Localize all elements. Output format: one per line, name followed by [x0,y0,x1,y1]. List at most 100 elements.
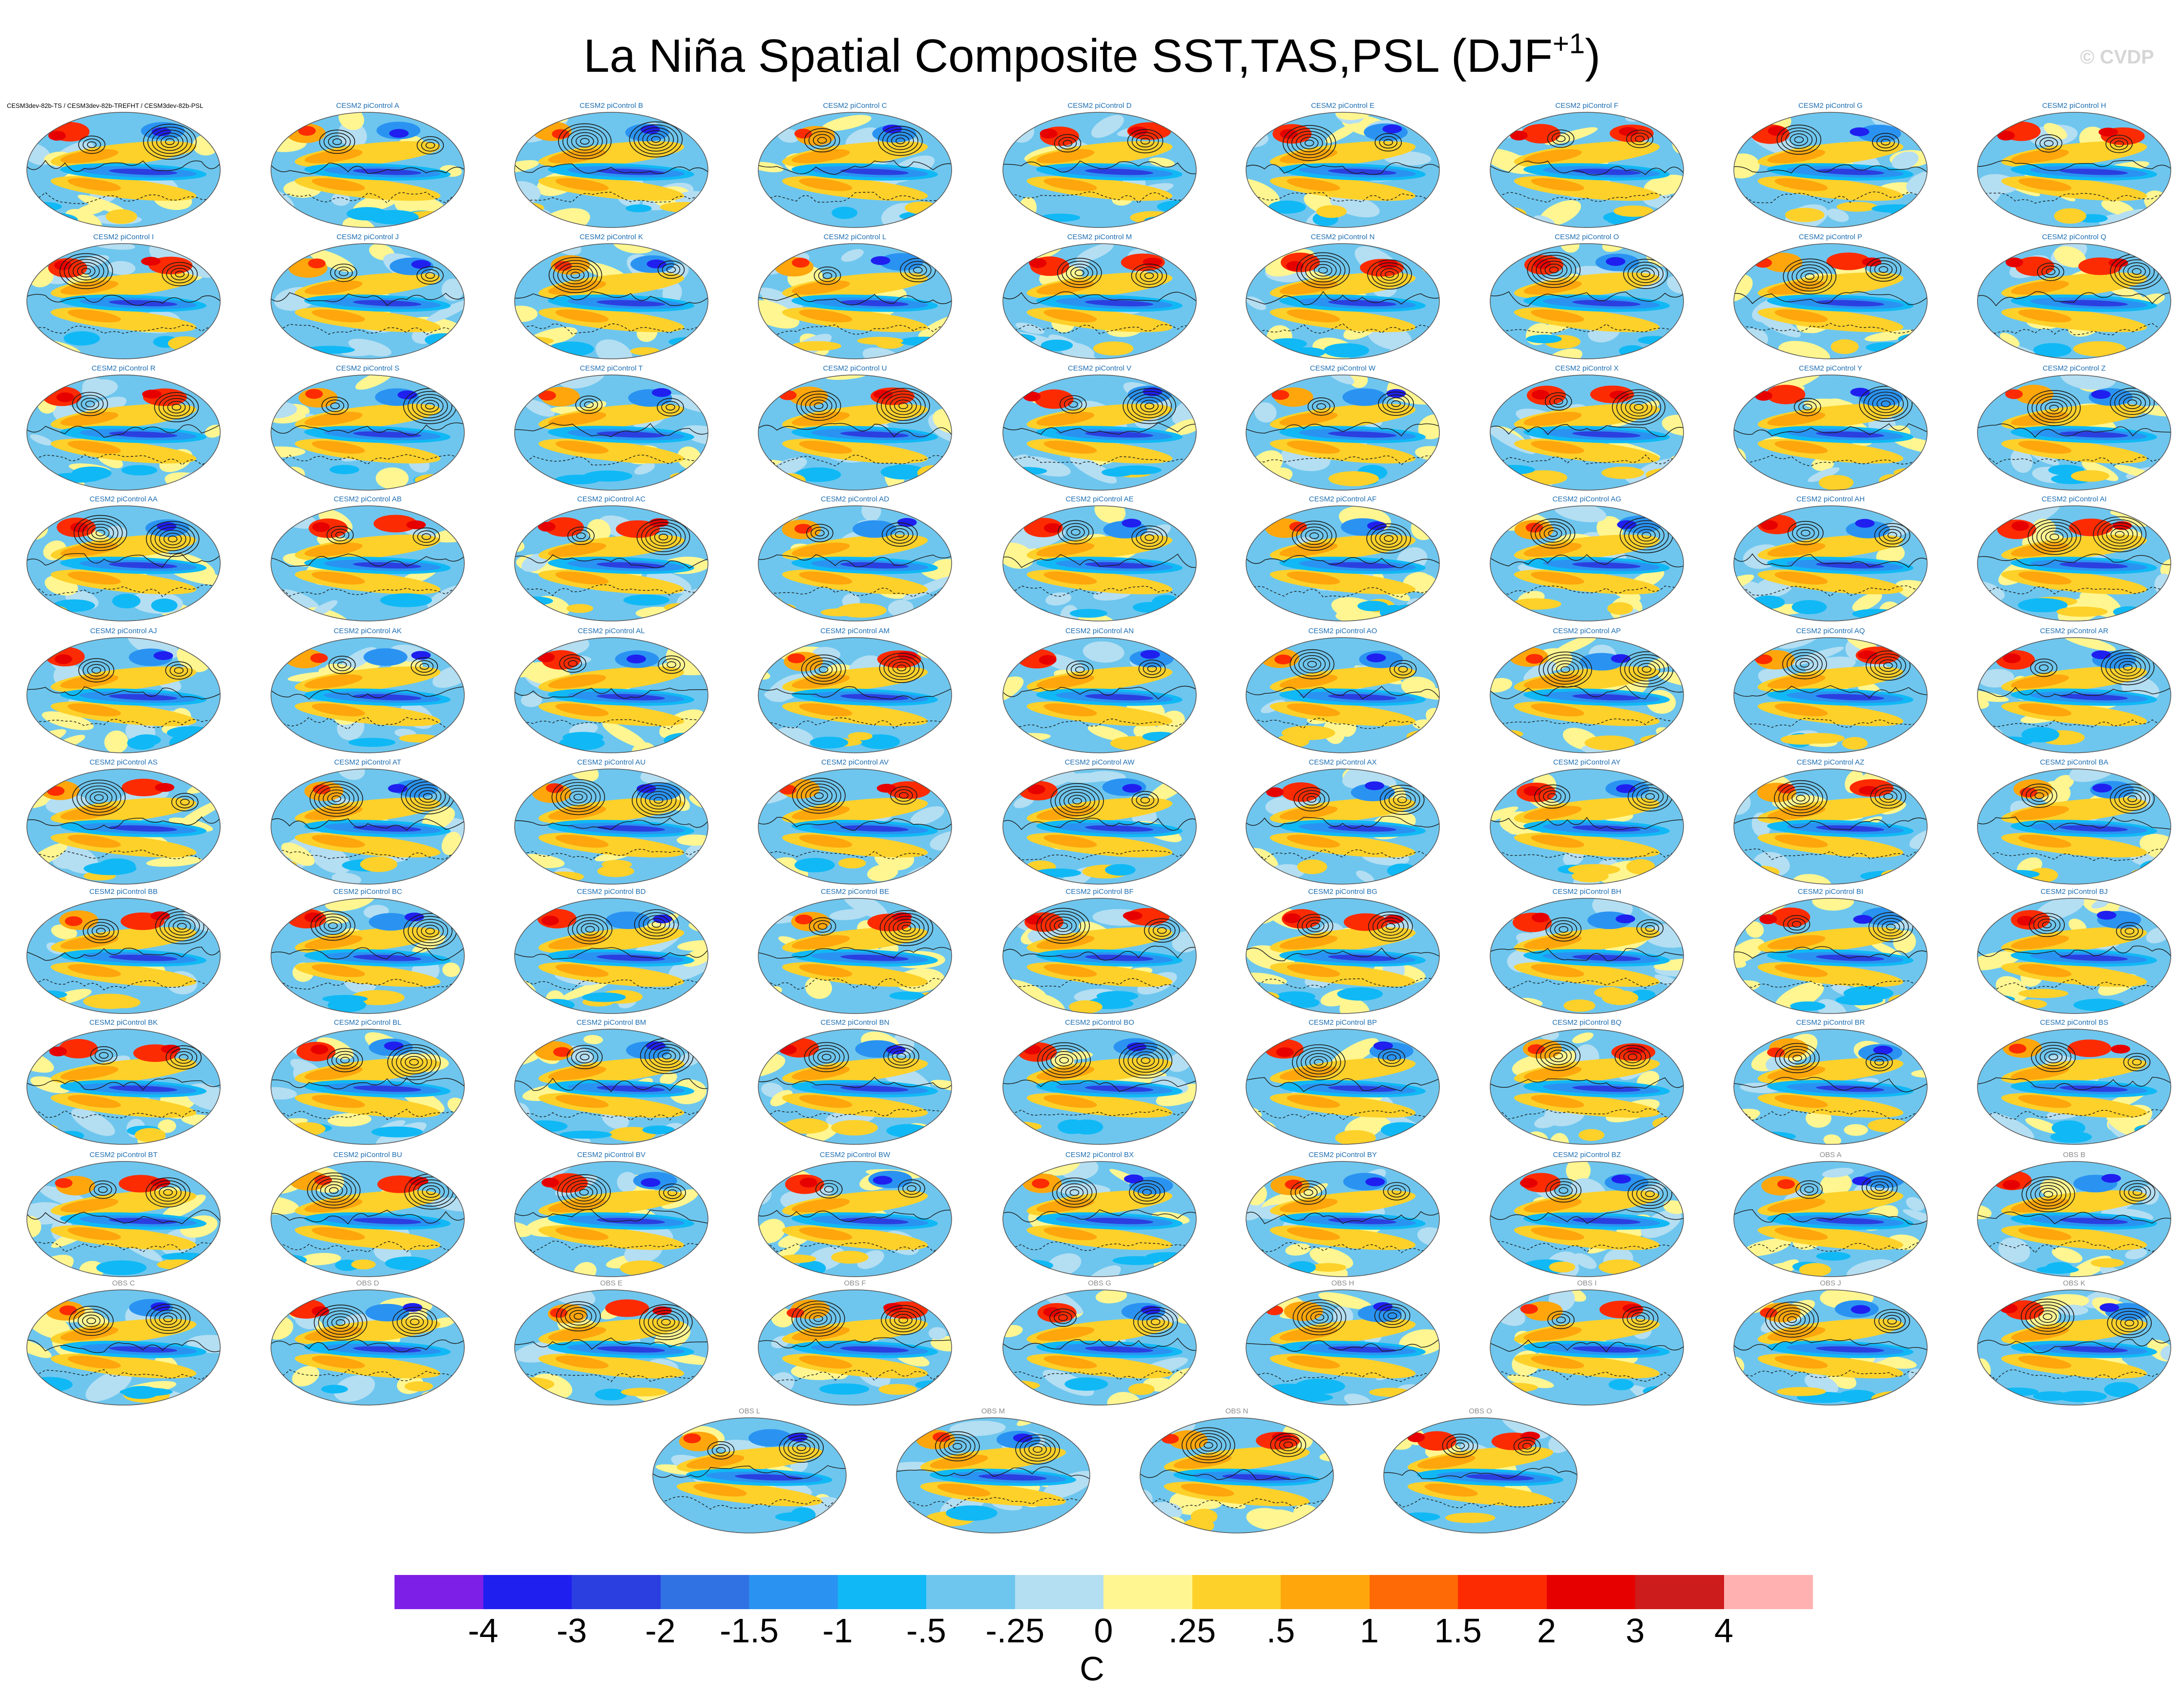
psl-contour [1878,266,1889,273]
anomaly-patch [758,244,782,252]
psl-contour [1634,404,1643,411]
anomaly-patch [778,128,800,143]
psl-contour-negative [1490,1241,1684,1253]
psl-contour [813,266,841,285]
panel-title: CESM2 piControl N [1310,233,1375,241]
southern-ocean-patch [57,1131,84,1141]
anomaly-patch [2062,638,2116,651]
psl-contour [2039,664,2049,671]
psl-contour [1863,389,1909,419]
cold-tongue-core [2059,1346,2128,1353]
psl-contour [1384,787,1420,812]
cold-tongue-core [1085,1085,1153,1092]
panel-map [514,1161,708,1277]
psl-contour [1539,524,1567,543]
anomaly-patch [1056,1524,1090,1533]
southern-ocean-patch [2071,470,2110,482]
psl-contour [1734,164,1927,174]
psl-contour [410,784,446,809]
psl-contour [1379,785,1425,815]
psl-contour-negative [758,1109,952,1120]
psl-contour-negative [1246,849,1439,860]
high-lat-anomaly-west-core [1510,130,1528,141]
warm-core-southwest [555,1355,609,1369]
colorbar-tick-label: .25 [1168,1612,1216,1650]
anomaly-patch [1149,157,1175,167]
high-lat-anomaly-east-core [411,651,431,660]
anomaly-patch [1662,638,1684,654]
psl-contour [1870,653,1906,678]
psl-contour [1769,1305,1814,1335]
psl-contour [1138,660,1166,678]
psl-contour [654,531,673,543]
psl-contour-negative [1490,585,1684,595]
psl-contour [2042,921,2052,929]
warm-core-west [1767,1198,1826,1213]
psl-contours [1246,1299,1439,1382]
cold-tongue-core [1572,954,1641,961]
psl-contour [77,265,96,278]
psl-contour [804,1042,849,1073]
colorbar-box [926,1575,1015,1609]
psl-contour [576,920,604,939]
cold-tongue-core [353,1346,421,1353]
panel-map [514,505,708,621]
psl-contour [1870,260,1897,279]
anomaly-patch [1254,402,1277,423]
psl-contour-negative [758,977,952,991]
southern-ocean-patch [1144,216,1196,224]
psl-contour [167,536,178,542]
southern-ocean-patch [166,726,215,740]
southern-ocean-patch [1549,1262,1576,1273]
psl-contour-negative [1384,1497,1577,1509]
psl-contour [416,922,444,940]
warm-core-west [548,412,606,426]
southern-ocean-patch [684,1254,708,1268]
psl-contour [164,914,200,939]
warm-core-southwest [67,440,121,454]
psl-contour [1318,267,1328,274]
southern-ocean-patch [794,858,835,872]
southern-ocean-patch [537,998,575,1012]
psl-contour [648,1310,684,1334]
psl-contour [1782,649,1827,680]
map-panel: CESM2 piControl AK [253,627,482,757]
psl-contour [1147,665,1157,672]
psl-contours [1734,1302,1927,1378]
psl-contours [27,392,220,466]
psl-contour [653,1465,846,1479]
high-lat-anomaly-west-core [2017,915,2035,926]
psl-contour [1788,520,1824,545]
psl-contour [2039,137,2058,150]
psl-contour [638,912,675,937]
southern-ocean-patch [2073,341,2126,357]
psl-contour [2110,388,2155,418]
panel-title: CESM2 piControl AN [1065,627,1134,635]
high-lat-anomaly-west-core [788,653,806,663]
psl-contour [331,529,350,541]
panel-map [1977,374,2171,491]
psl-contour [1058,137,1077,150]
colorbar-box [1015,1575,1104,1609]
warm-core-west [548,1066,606,1080]
southern-ocean-patch [1183,1518,1214,1533]
anomaly-patch [1778,341,1830,359]
anomaly-patch [805,1123,839,1143]
anomaly-patch [521,553,548,572]
panel-title: CESM2 piControl AC [577,495,646,503]
high-lat-anomaly-west-core [55,654,73,664]
map-panel: CESM2 piControl BG [1228,888,1457,1017]
psl-contour [2116,1314,2143,1332]
psl-contour [85,788,113,807]
anomaly-patch [595,339,633,359]
psl-contour [1539,651,1592,688]
psl-contour [2109,655,2146,680]
psl-contour [96,928,106,934]
high-lat-anomaly-east-core [897,518,917,527]
cold-tongue-core [597,1218,665,1224]
psl-contour [556,1301,601,1331]
southern-ocean-patch [946,1505,998,1521]
high-lat-anomaly-east [1826,252,1871,270]
high-lat-anomaly-west-core [2002,1180,2020,1190]
psl-contour [640,788,677,812]
